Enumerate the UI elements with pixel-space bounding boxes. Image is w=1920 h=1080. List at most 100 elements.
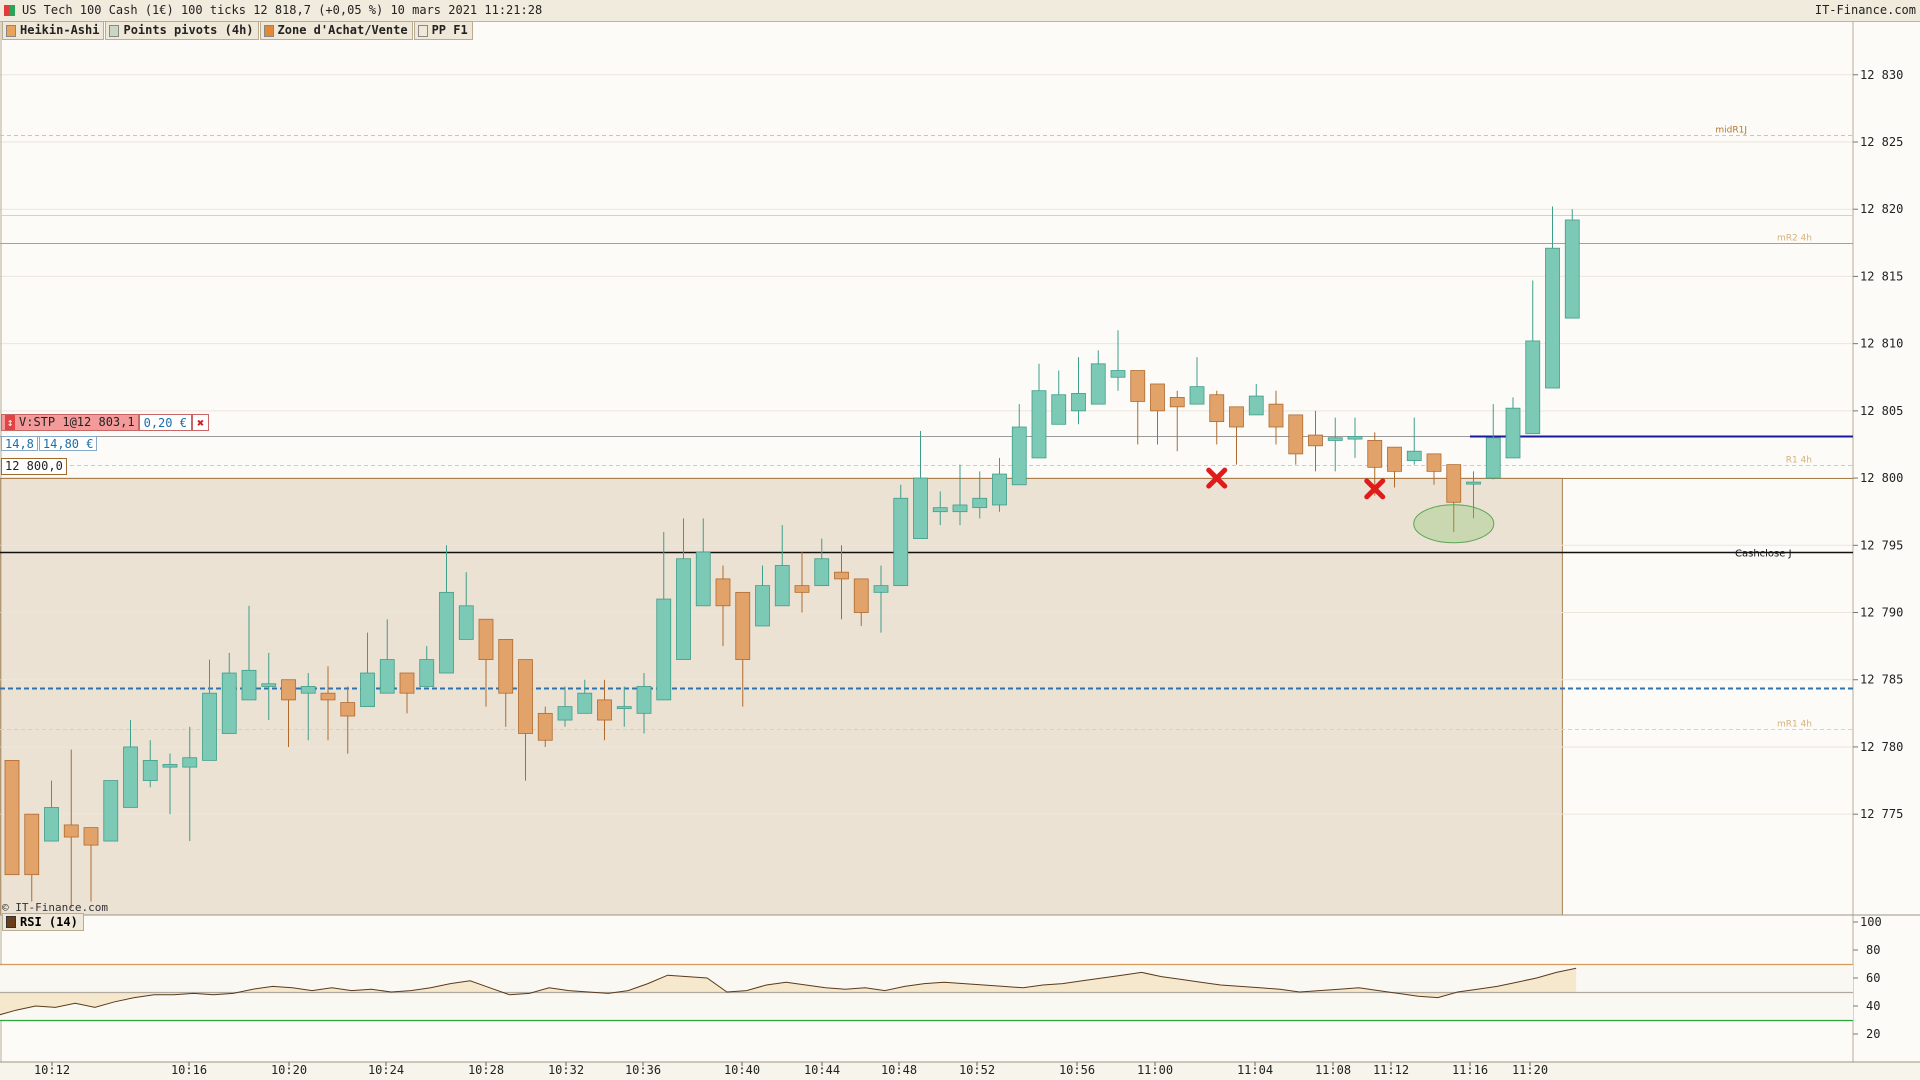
time-axis-bg	[0, 1062, 1920, 1080]
level-line-label: R1 4h	[1786, 456, 1812, 466]
candle-body	[123, 746, 138, 808]
candle	[1367, 432, 1383, 496]
candle	[873, 565, 889, 633]
candle	[1209, 390, 1225, 445]
candle	[399, 672, 415, 714]
stop-order-label-box[interactable]: ↕ V:STP 1@12 803,1	[1, 414, 139, 431]
candle	[241, 605, 257, 701]
candle	[932, 491, 948, 526]
candle-body	[1564, 219, 1580, 319]
indicator-tab[interactable]: Heikin-Ashi	[2, 21, 105, 40]
candle-body	[616, 706, 632, 710]
y-tick-label: 12 795	[1860, 538, 1903, 552]
candle	[182, 726, 198, 842]
close-order-icon[interactable]: ✖	[191, 414, 210, 431]
candle-body	[1051, 394, 1067, 425]
candle	[1288, 414, 1304, 465]
indicator-tab[interactable]: Points pivots (4h)	[105, 21, 259, 40]
x-tick-label: 10:48	[881, 1063, 917, 1077]
signal-markers	[1206, 467, 1495, 544]
y-tick-label: 12 820	[1860, 202, 1903, 216]
level-tag[interactable]: 12 800,0	[1, 458, 67, 475]
candle	[320, 666, 336, 741]
order-ticket[interactable]: ↕ V:STP 1@12 803,1 0,20 € ✖	[1, 414, 210, 431]
chart-title: US Tech 100 Cash (1€) 100 ticks 12 818,7…	[22, 3, 543, 17]
candle-body	[24, 813, 40, 876]
candle	[1150, 383, 1165, 445]
indicator-tab-label: PP F1	[431, 23, 468, 37]
indicator-tab[interactable]: PP F1	[413, 21, 473, 40]
brand-label[interactable]: IT-Finance.com	[1814, 3, 1916, 17]
candle	[1505, 397, 1521, 459]
indicator-tab-label: Points pivots (4h)	[123, 23, 254, 37]
candle-body	[794, 585, 810, 593]
candle-body	[1189, 386, 1205, 405]
candle-body	[952, 504, 968, 513]
candle	[1347, 417, 1363, 458]
candle	[4, 759, 20, 876]
level-line-label: midR1J	[1715, 126, 1747, 136]
x-tick-label: 11:12	[1373, 1063, 1409, 1077]
tab-swatch-icon	[417, 24, 428, 37]
candle-body	[1169, 397, 1185, 408]
candle	[972, 471, 988, 519]
y-tick-label: 12 790	[1860, 606, 1903, 620]
candle	[202, 659, 217, 761]
candle	[1446, 464, 1462, 532]
candle	[83, 827, 99, 902]
candle	[1071, 357, 1086, 425]
candle	[1485, 404, 1501, 480]
candle	[518, 659, 533, 781]
candle-body	[518, 659, 533, 734]
candle-body	[379, 659, 395, 694]
candle-body	[261, 683, 277, 687]
candle-body	[577, 692, 593, 714]
candle	[1011, 404, 1027, 486]
candle-body	[1466, 481, 1481, 485]
rsi-panel: 100 80 60 40 20	[0, 915, 1882, 1041]
candles	[4, 206, 1580, 909]
candle	[1110, 330, 1126, 391]
price-axis: 12 830 12 825 12 820 12 815 12 810 12 805 12 8…	[1853, 68, 1903, 821]
candle-body	[1229, 406, 1244, 428]
candle	[893, 484, 909, 587]
drag-handle-icon[interactable]: ↕	[5, 415, 15, 430]
x-tick-label: 11:08	[1315, 1063, 1351, 1077]
candle-body	[1485, 437, 1501, 479]
candle-body	[1308, 434, 1323, 447]
candle-body	[498, 639, 514, 694]
candle	[537, 706, 553, 747]
candle-body	[241, 669, 257, 701]
candle-body	[221, 672, 237, 734]
x-tick-label: 11:04	[1237, 1063, 1273, 1077]
candle-body	[1446, 464, 1462, 503]
tab-swatch-icon	[263, 24, 274, 37]
candle-body	[83, 827, 99, 846]
candle	[1248, 383, 1264, 416]
candle-body	[419, 659, 435, 687]
x-tick-label: 11:16	[1452, 1063, 1488, 1077]
rsi-tick-label: 40	[1866, 999, 1880, 1013]
candle-body	[715, 578, 731, 607]
candle-body	[873, 585, 889, 593]
candle	[419, 646, 435, 687]
watermark: © IT-Finance.com	[2, 901, 108, 914]
candle	[814, 538, 830, 587]
rsi-tab[interactable]: RSI (14)	[2, 913, 84, 931]
candle-body	[1387, 446, 1402, 472]
indicator-tab[interactable]: Zone d'Achat/Vente	[259, 21, 413, 40]
rsi-tick-label: 80	[1866, 943, 1880, 957]
candle-body	[202, 692, 217, 761]
candle	[261, 652, 277, 721]
candle	[1564, 209, 1580, 319]
tab-swatch-icon	[109, 24, 120, 37]
candle-body	[103, 780, 119, 842]
candle-body	[1525, 340, 1541, 435]
candle-body	[537, 712, 553, 741]
candle	[439, 545, 454, 674]
candle	[656, 531, 672, 701]
candle	[1090, 350, 1106, 405]
candle-body	[478, 618, 494, 660]
level-line-label: Cashclose J	[1735, 549, 1792, 560]
